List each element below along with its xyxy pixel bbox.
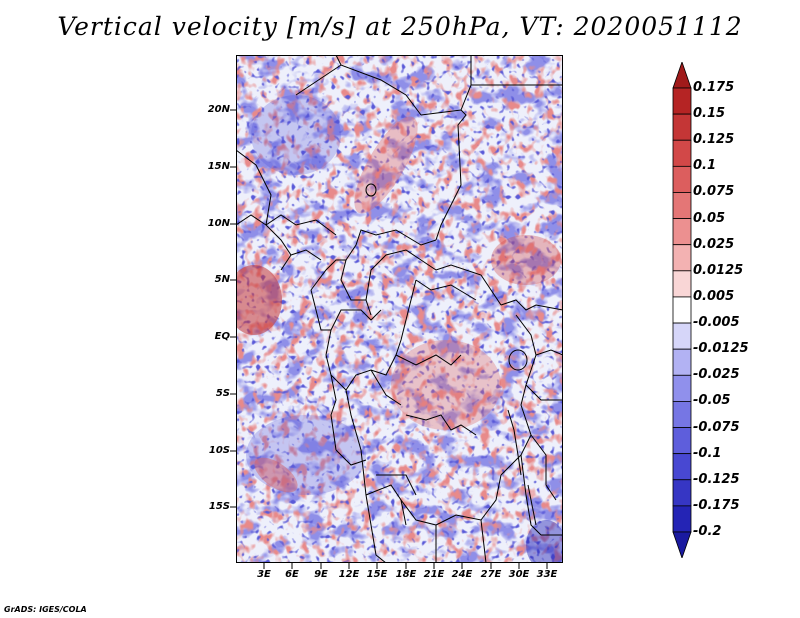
updraft-region-gulf-guinea [236,265,282,335]
chart-title: Vertical velocity [m/s] at 250hPa, VT: 2… [57,12,743,41]
colorbar-level-label: 0.005 [693,288,735,304]
colorbar-level-label: 0.175 [693,80,735,95]
lat-label: 10N [207,218,230,229]
lat-label: 5S [215,388,230,399]
colorbar-swatch [672,401,692,428]
downdraft-region-atlantic [246,415,366,495]
lake-malawi [527,484,537,526]
country-borders [236,55,563,563]
downdraft-region-sahara [251,95,341,175]
lon-label: 9E [314,569,328,580]
colorbar-swatch [672,374,692,402]
lake-chad [365,183,377,197]
lat-label: 20N [207,104,230,115]
strong-downdraft-pattern [236,55,563,563]
lat-label: 15S [208,501,230,512]
colorbar-min-arrow [672,531,692,558]
colorbar-swatch [672,453,692,481]
updraft-band-north [354,116,418,214]
colorbar-swatch [672,322,692,350]
colorbar-swatch [672,192,692,219]
colorbar-level-label: -0.05 [693,393,731,409]
colorbar-swatch [672,244,692,272]
lon-ticks [263,563,548,569]
downdraft-region-southeast [526,520,563,563]
lat-label: EQ [214,331,230,342]
lat-label: 10S [208,445,230,456]
colorbar-swatch [672,87,692,115]
colorbar-level-label: -0.125 [693,471,740,487]
lon-label: 24E [451,569,473,580]
lon-label: 27E [480,569,502,580]
updraft-band-southwest [254,457,298,493]
lat-label: 5N [214,274,230,285]
updraft-region-east [491,235,561,285]
lon-label: 33E [536,569,558,580]
lon-label: 18E [395,569,417,580]
updraft-region-congo [391,340,501,430]
lake-victoria [508,349,528,371]
lon-label: 15E [366,569,388,580]
lat-ticks [230,109,236,508]
colorbar-level-label: -0.005 [693,315,740,331]
colorbar-level-label: -0.025 [693,367,740,383]
colorbar-swatch [672,270,692,298]
colorbar-level-label: 0.05 [693,210,726,226]
colorbar-level-label: -0.1 [693,445,722,461]
colorbar-swatch [672,296,692,324]
colorbar-swatch [672,479,692,507]
colorbar-swatch [672,113,692,141]
colorbar-swatch [672,139,692,167]
lon-label: 12E [338,569,360,580]
lon-label: 30E [508,569,530,580]
velocity-map [236,55,563,563]
colorbar-level-label: -0.0125 [693,341,749,357]
colorbar [672,62,692,558]
lon-label: 3E [257,569,271,580]
colorbar-swatch [672,505,692,533]
colorbar-level-label: 0.1 [693,158,717,174]
colorbar-max-arrow [672,62,692,89]
lake-tanganyika [507,409,522,476]
colorbar-level-label: -0.2 [693,524,722,539]
colorbar-level-label: 0.075 [693,184,735,200]
map-frame [236,55,563,563]
colorbar-swatch [672,165,692,193]
colorbar-level-label: -0.175 [693,497,740,513]
colorbar-swatch [672,218,692,246]
colorbar-level-label: 0.125 [693,132,735,148]
lat-label: 15N [207,161,230,172]
lakes [365,183,537,526]
lon-label: 21E [423,569,445,580]
colorbar-level-label: 0.0125 [693,262,744,278]
lon-label: 6E [285,569,299,580]
colorbar-level-label: 0.025 [693,236,735,252]
colorbar-swatch [672,427,692,455]
credit-text: GrADS: IGES/COLA [4,605,87,614]
colorbar-swatch [672,348,692,376]
colorbar-level-label: -0.075 [693,419,740,435]
colorbar-level-label: 0.15 [693,106,726,122]
